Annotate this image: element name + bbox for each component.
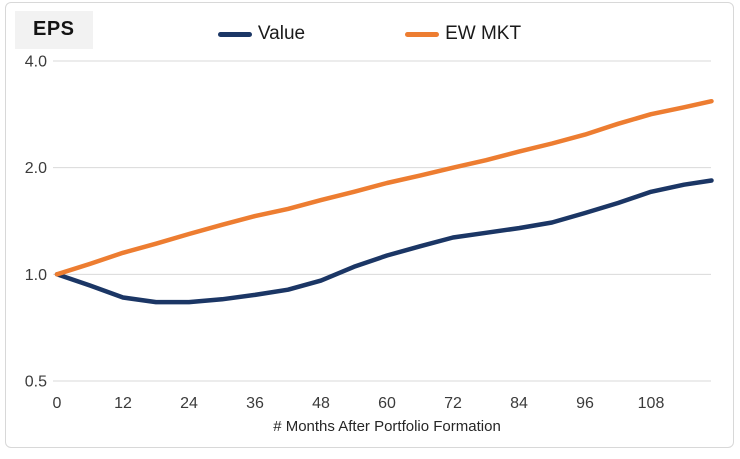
legend-label: Value — [257, 23, 306, 44]
x-tick-label: 108 — [638, 395, 665, 412]
x-tick-label: 12 — [114, 395, 132, 412]
x-tick-label: 0 — [53, 395, 62, 412]
legend: Value EW MKT — [6, 19, 733, 49]
chart-title-badge: EPS — [15, 11, 93, 49]
x-tick-label: 36 — [246, 395, 264, 412]
x-tick-label: 48 — [312, 395, 330, 412]
x-tick-label: 84 — [510, 395, 528, 412]
x-tick-label: 72 — [444, 395, 462, 412]
y-tick-label: 0.5 — [25, 374, 47, 391]
chart-frame: EPS Value EW MKT 4.0 2.0 1.0 0.5 0 12 24 36 48 60 7… — [5, 2, 734, 448]
series-line-ew-mkt — [54, 98, 714, 277]
y-tick-label: 2.0 — [25, 160, 47, 177]
x-axis-title: # Months After Portfolio Formation — [273, 418, 501, 435]
x-tick-label: 24 — [180, 395, 198, 412]
legend-item-value: Value — [217, 23, 306, 45]
series-line-value — [54, 178, 714, 305]
x-tick-label: 96 — [576, 395, 594, 412]
x-tick-label: 60 — [378, 395, 396, 412]
legend-swatch — [405, 31, 440, 37]
y-tick-label: 4.0 — [25, 53, 47, 70]
legend-label: EW MKT — [445, 23, 522, 44]
plot-area: 4.0 2.0 1.0 0.5 0 12 24 36 48 60 72 84 96 108 — [25, 53, 714, 412]
legend-item-ew-mkt: EW MKT — [405, 23, 521, 45]
legend-swatch — [217, 31, 252, 37]
y-tick-label: 1.0 — [25, 267, 47, 284]
